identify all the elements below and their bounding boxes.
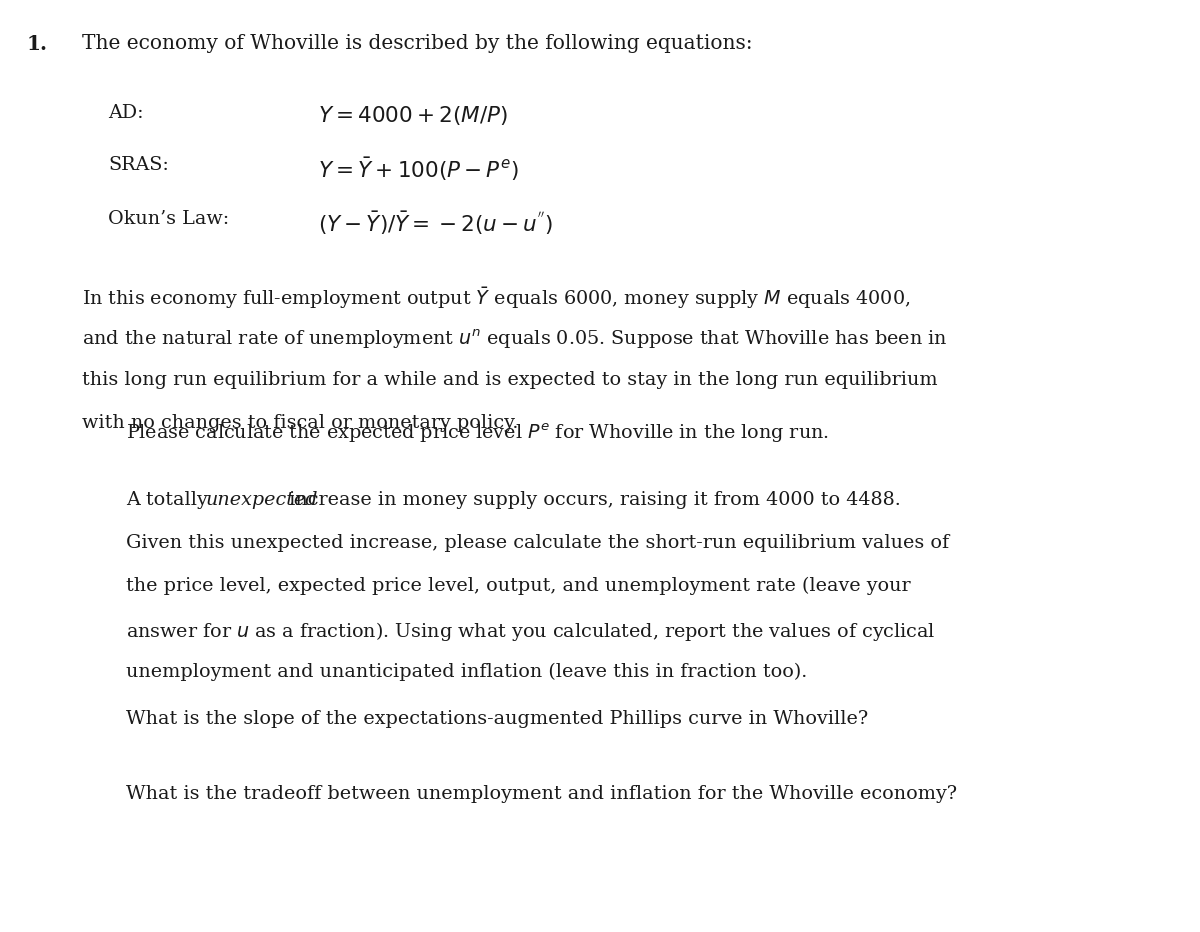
Text: $(Y - \bar{Y})/\bar{Y} = -2(u - u^{''})$: $(Y - \bar{Y})/\bar{Y} = -2(u - u^{''})$ (318, 210, 553, 238)
Text: answer for $u$ as a fraction). Using what you calculated, report the values of c: answer for $u$ as a fraction). Using wha… (126, 620, 936, 643)
Text: What is the slope of the expectations-augmented Phillips curve in Whoville?: What is the slope of the expectations-au… (126, 710, 868, 728)
Text: $Y = \bar{Y} + 100(P - P^e)$: $Y = \bar{Y} + 100(P - P^e)$ (318, 156, 518, 183)
Text: A totally: A totally (126, 491, 214, 509)
Text: unemployment and unanticipated inflation (leave this in fraction too).: unemployment and unanticipated inflation… (126, 663, 808, 681)
Text: $Y = 4000 + 2(M/P)$: $Y = 4000 + 2(M/P)$ (318, 104, 508, 128)
Text: unexpected: unexpected (206, 491, 318, 509)
Text: increase in money supply occurs, raising it from 4000 to 4488.: increase in money supply occurs, raising… (283, 491, 900, 509)
Text: Please calculate the expected price level $P^e$ for Whoville in the long run.: Please calculate the expected price leve… (126, 421, 829, 445)
Text: Okun’s Law:: Okun’s Law: (108, 210, 229, 227)
Text: SRAS:: SRAS: (108, 156, 169, 173)
Text: with no changes to fiscal or monetary policy.: with no changes to fiscal or monetary po… (82, 414, 518, 432)
Text: In this economy full-employment output $\bar{Y}$ equals 6000, money supply $M$ e: In this economy full-employment output $… (82, 285, 910, 311)
Text: 1.: 1. (26, 34, 48, 53)
Text: Given this unexpected increase, please calculate the short-run equilibrium value: Given this unexpected increase, please c… (126, 534, 949, 552)
Text: What is the tradeoff between unemployment and inflation for the Whoville economy: What is the tradeoff between unemploymen… (126, 785, 958, 802)
Text: The economy of Whoville is described by the following equations:: The economy of Whoville is described by … (82, 34, 752, 52)
Text: AD:: AD: (108, 104, 144, 122)
Text: the price level, expected price level, output, and unemployment rate (leave your: the price level, expected price level, o… (126, 577, 911, 596)
Text: this long run equilibrium for a while and is expected to stay in the long run eq: this long run equilibrium for a while an… (82, 371, 937, 389)
Text: and the natural rate of unemployment $u^n$ equals 0.05. Suppose that Whoville ha: and the natural rate of unemployment $u^… (82, 328, 947, 351)
